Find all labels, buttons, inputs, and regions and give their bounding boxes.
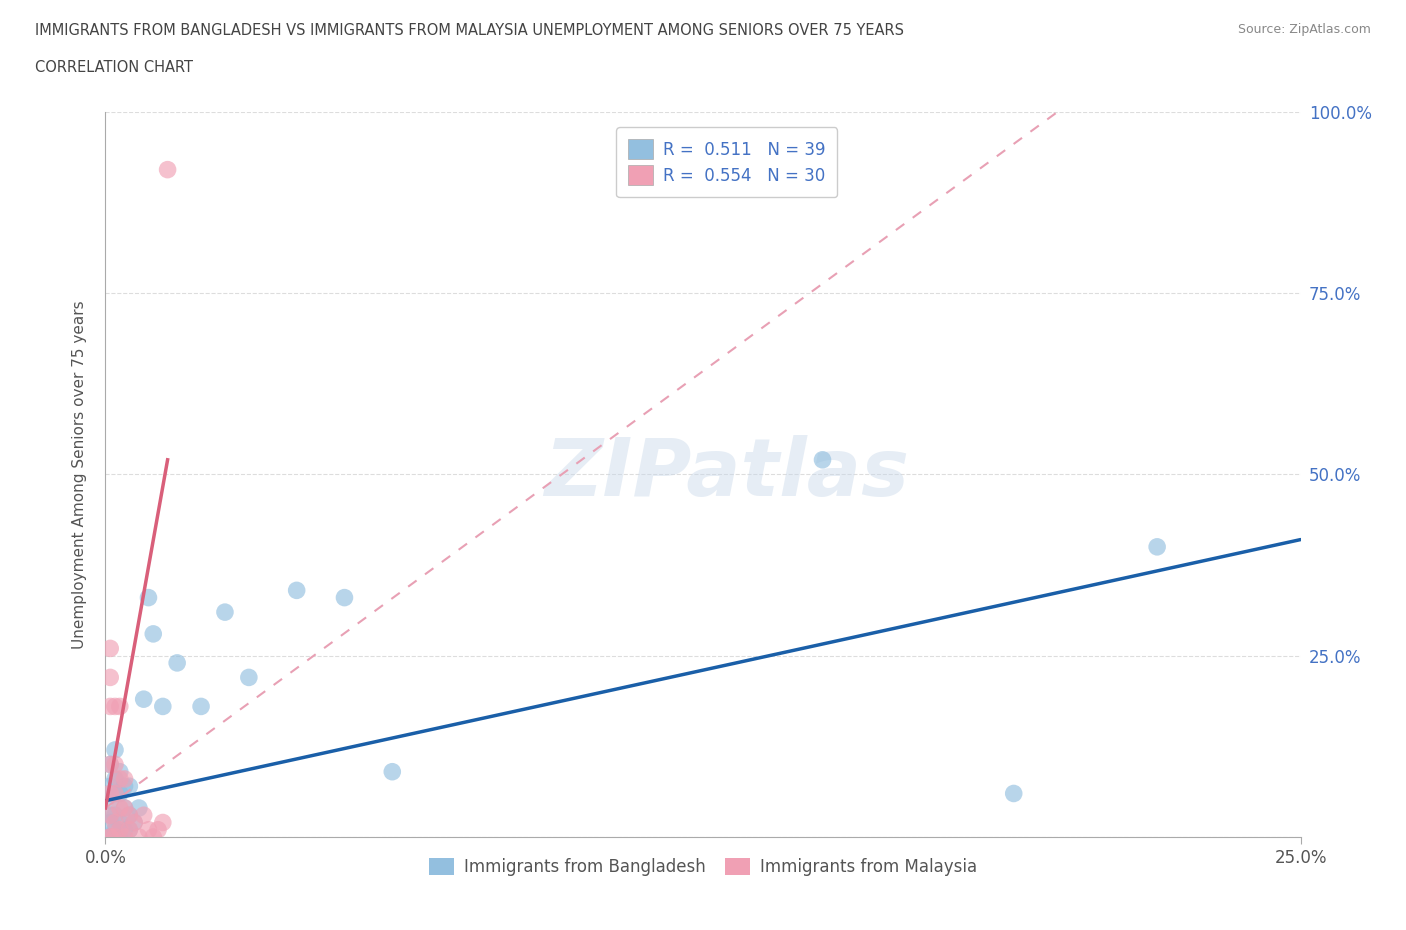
Point — [811, 452, 834, 467]
Point — [285, 583, 308, 598]
Point — [1002, 786, 1025, 801]
Point — [108, 772, 131, 787]
Point — [98, 757, 121, 772]
Point — [114, 830, 136, 844]
Point — [98, 670, 121, 684]
Point — [98, 793, 121, 808]
Point — [104, 742, 127, 757]
Point — [108, 815, 131, 830]
Point — [132, 808, 155, 823]
Point — [114, 822, 136, 837]
Point — [114, 801, 136, 816]
Point — [104, 757, 127, 772]
Text: ZIPatlas: ZIPatlas — [544, 435, 910, 513]
Point — [114, 801, 136, 816]
Point — [98, 641, 121, 656]
Point — [142, 830, 165, 844]
Point — [114, 772, 136, 787]
Point — [118, 822, 141, 837]
Point — [104, 786, 127, 801]
Point — [238, 670, 260, 684]
Point — [122, 815, 145, 830]
Point — [142, 627, 165, 642]
Text: CORRELATION CHART: CORRELATION CHART — [35, 60, 193, 75]
Point — [190, 699, 212, 714]
Point — [108, 822, 131, 837]
Point — [138, 591, 160, 605]
Point — [166, 656, 188, 671]
Point — [98, 830, 121, 844]
Point — [104, 822, 127, 837]
Point — [152, 815, 174, 830]
Point — [108, 786, 131, 801]
Point — [138, 822, 160, 837]
Point — [118, 808, 141, 823]
Point — [98, 778, 121, 793]
Point — [98, 808, 121, 823]
Point — [98, 757, 121, 772]
Point — [108, 830, 131, 844]
Legend: Immigrants from Bangladesh, Immigrants from Malaysia: Immigrants from Bangladesh, Immigrants f… — [422, 852, 984, 883]
Point — [108, 764, 131, 779]
Point — [98, 830, 121, 844]
Point — [122, 815, 145, 830]
Point — [98, 830, 121, 844]
Point — [108, 801, 131, 816]
Point — [381, 764, 404, 779]
Point — [128, 801, 150, 816]
Point — [118, 778, 141, 793]
Point — [152, 699, 174, 714]
Point — [156, 162, 179, 177]
Point — [98, 830, 121, 844]
Point — [98, 786, 121, 801]
Point — [1146, 539, 1168, 554]
Point — [108, 699, 131, 714]
Point — [98, 808, 121, 823]
Point — [128, 830, 150, 844]
Point — [98, 699, 121, 714]
Point — [104, 830, 127, 844]
Point — [118, 808, 141, 823]
Y-axis label: Unemployment Among Seniors over 75 years: Unemployment Among Seniors over 75 years — [72, 300, 87, 648]
Point — [114, 778, 136, 793]
Point — [132, 692, 155, 707]
Point — [118, 822, 141, 837]
Point — [104, 815, 127, 830]
Point — [98, 815, 121, 830]
Text: Source: ZipAtlas.com: Source: ZipAtlas.com — [1237, 23, 1371, 36]
Point — [104, 830, 127, 844]
Point — [104, 699, 127, 714]
Point — [214, 604, 236, 619]
Point — [104, 772, 127, 787]
Text: IMMIGRANTS FROM BANGLADESH VS IMMIGRANTS FROM MALAYSIA UNEMPLOYMENT AMONG SENIOR: IMMIGRANTS FROM BANGLADESH VS IMMIGRANTS… — [35, 23, 904, 38]
Point — [104, 808, 127, 823]
Point — [146, 822, 169, 837]
Point — [333, 591, 356, 605]
Point — [104, 786, 127, 801]
